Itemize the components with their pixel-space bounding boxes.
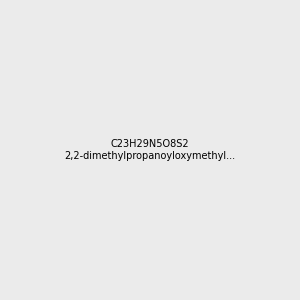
Text: C23H29N5O8S2
2,2-dimethylpropanoyloxymethyl...: C23H29N5O8S2 2,2-dimethylpropanoyloxymet… <box>64 139 236 161</box>
